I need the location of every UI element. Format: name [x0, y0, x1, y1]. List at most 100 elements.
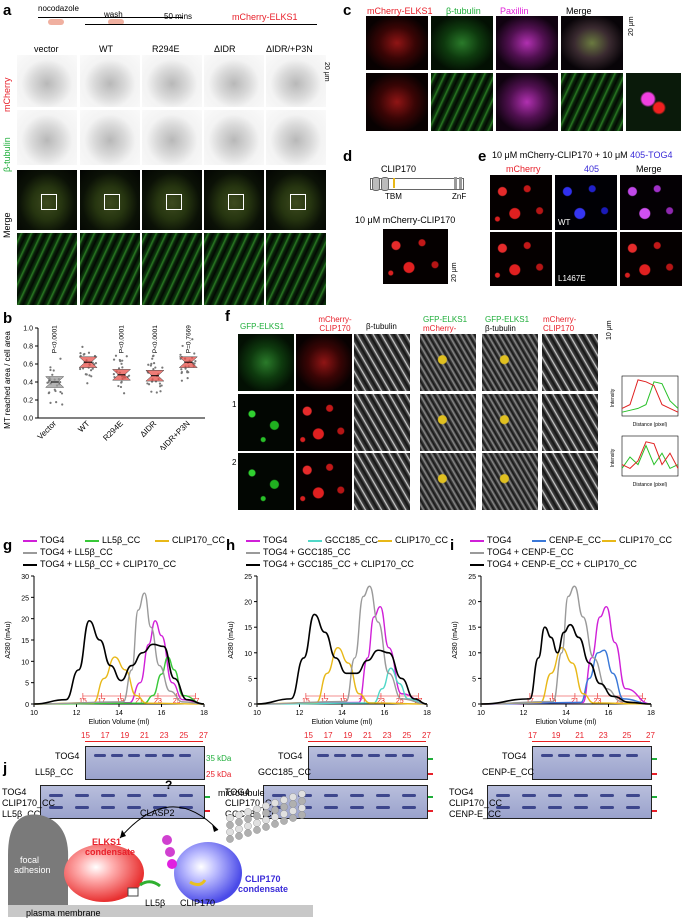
profile-red — [621, 441, 679, 469]
f-img-r3-c3 — [354, 453, 410, 510]
e-row-wt: WT — [558, 218, 571, 227]
sec-chart-g: 0 5 10 15 20 25 30 10 12 14 16 18 A280 (mAu) Elution … — [5, 574, 208, 726]
sec-ytick: 10 — [244, 651, 252, 658]
gel-band — [75, 794, 89, 797]
b-point — [180, 368, 183, 371]
b-point — [120, 362, 123, 365]
j-membrane: plasma membrane — [26, 908, 101, 918]
gel-band — [548, 794, 562, 797]
tubulin-subunit — [271, 799, 279, 807]
sec-xtick: 16 — [158, 710, 166, 717]
gel-fraction: 15 — [81, 731, 90, 740]
panel-j-model — [8, 790, 313, 917]
tubulin-subunit — [253, 812, 261, 820]
b-point — [51, 373, 54, 376]
gel-label: TOG4 — [2, 787, 27, 797]
sec-ytick: 5 — [472, 676, 476, 683]
sec-ytick: 10 — [21, 659, 29, 666]
b-point — [61, 403, 64, 406]
mw-marker — [428, 810, 433, 812]
gel-band — [324, 806, 338, 809]
f-img-r3-c4 — [420, 453, 476, 510]
b-category: Vector — [36, 419, 59, 442]
profile-green — [621, 381, 679, 413]
gel-label: TOG4 — [55, 751, 80, 761]
a-img-r3-c3 — [142, 170, 202, 230]
tubulin-subunit — [226, 828, 234, 836]
sec-chart-i: 0 5 10 15 20 25 10 12 14 16 18 A280 (mAu) Elution Vo… — [452, 574, 655, 726]
mw-marker — [205, 796, 210, 798]
gel-label: LL5β_CC — [35, 767, 74, 777]
sec-xtick: 16 — [381, 710, 389, 717]
legend-swatch — [602, 540, 616, 542]
tubulin-subunit — [289, 800, 297, 808]
b-point — [59, 357, 62, 360]
b-point — [94, 362, 98, 365]
construct-label: mCherry-ELKS1 — [232, 12, 298, 22]
a-img-r2-c4 — [204, 110, 264, 165]
b-point — [121, 366, 124, 369]
tubulin-subunit — [253, 819, 261, 827]
gel-band — [324, 794, 338, 797]
legend-label: TOG4 + LL5β_CC — [40, 547, 113, 557]
panel-label-e: e — [478, 148, 487, 165]
gel-label: TOG4 — [278, 751, 303, 761]
f-row-1: 1 — [232, 400, 237, 409]
sec-series-line — [256, 585, 428, 705]
b-point — [49, 366, 52, 369]
b-point — [125, 355, 128, 358]
sec-chart-h: 0 5 10 15 20 25 10 12 14 16 18 A280 (mAu) Elution Vo… — [228, 574, 431, 726]
gel-band — [402, 754, 414, 757]
gel-fraction: 19 — [343, 731, 353, 740]
b-point — [149, 364, 152, 367]
legend-label: TOG4 + CENP-E_CC — [487, 547, 574, 557]
d-znf-mark — [454, 177, 457, 189]
profile-ylabel: Intensity — [610, 448, 616, 467]
legend-swatch — [155, 540, 169, 542]
b-point — [118, 358, 121, 362]
gel-band — [402, 794, 416, 797]
tubulin-subunit — [235, 825, 243, 833]
legend-label: LL5β_CC — [102, 535, 141, 545]
mw-label: 35 kDa — [206, 754, 232, 763]
b-point — [127, 374, 131, 377]
j-elks1: ELKS1 — [92, 837, 122, 847]
roi-box — [290, 194, 306, 210]
f-col: mCherry-CLIP170 — [318, 315, 352, 333]
b-point — [54, 389, 57, 393]
f-img-r2-c3 — [354, 394, 410, 451]
panel-b-scatter: MT reached area / cell area 0.0 0.2 0.4 0.6… — [3, 325, 205, 450]
microtubule-shape — [226, 790, 306, 843]
legend-label: CLIP170_CC — [619, 535, 673, 545]
d-image — [383, 229, 448, 284]
b-category: ΔIDR+P3N — [158, 419, 192, 450]
sec-xlabel: Elution Volume (ml) — [89, 719, 150, 726]
gel-fraction: 25 — [402, 731, 412, 740]
gel-top — [85, 746, 205, 780]
column-label: R294E — [152, 44, 180, 54]
j-clip170: CLIP170 — [180, 898, 216, 908]
b-ytick-label: 1.0 — [23, 326, 33, 333]
d-protein: CLIP170 — [381, 164, 417, 174]
gel-band — [334, 754, 346, 757]
sec-xtick: 18 — [200, 710, 208, 717]
gel-fraction: 21 — [140, 731, 149, 740]
a-img-r1-c1 — [17, 55, 77, 107]
b-point — [146, 382, 149, 385]
f-img-r1-c2 — [296, 334, 352, 391]
gel-band — [272, 794, 286, 797]
d-znf-mark — [459, 177, 462, 189]
b-point — [121, 359, 124, 362]
panel-label-c: c — [343, 2, 352, 19]
a-img-r3-c1 — [17, 170, 77, 230]
gel-band — [351, 754, 363, 757]
a-img-r2-c1 — [17, 110, 77, 165]
b-pvalue: P=0.7669 — [185, 325, 192, 353]
gel-band — [609, 754, 621, 757]
b-point — [193, 362, 196, 365]
b-point — [193, 352, 196, 355]
b-pvalue: P<0.0001 — [52, 325, 59, 353]
d-label: 10 μM mCherry-CLIP170 — [355, 215, 455, 225]
a-img-r1-c4 — [204, 55, 264, 107]
j-adhesion: adhesion — [14, 865, 51, 875]
